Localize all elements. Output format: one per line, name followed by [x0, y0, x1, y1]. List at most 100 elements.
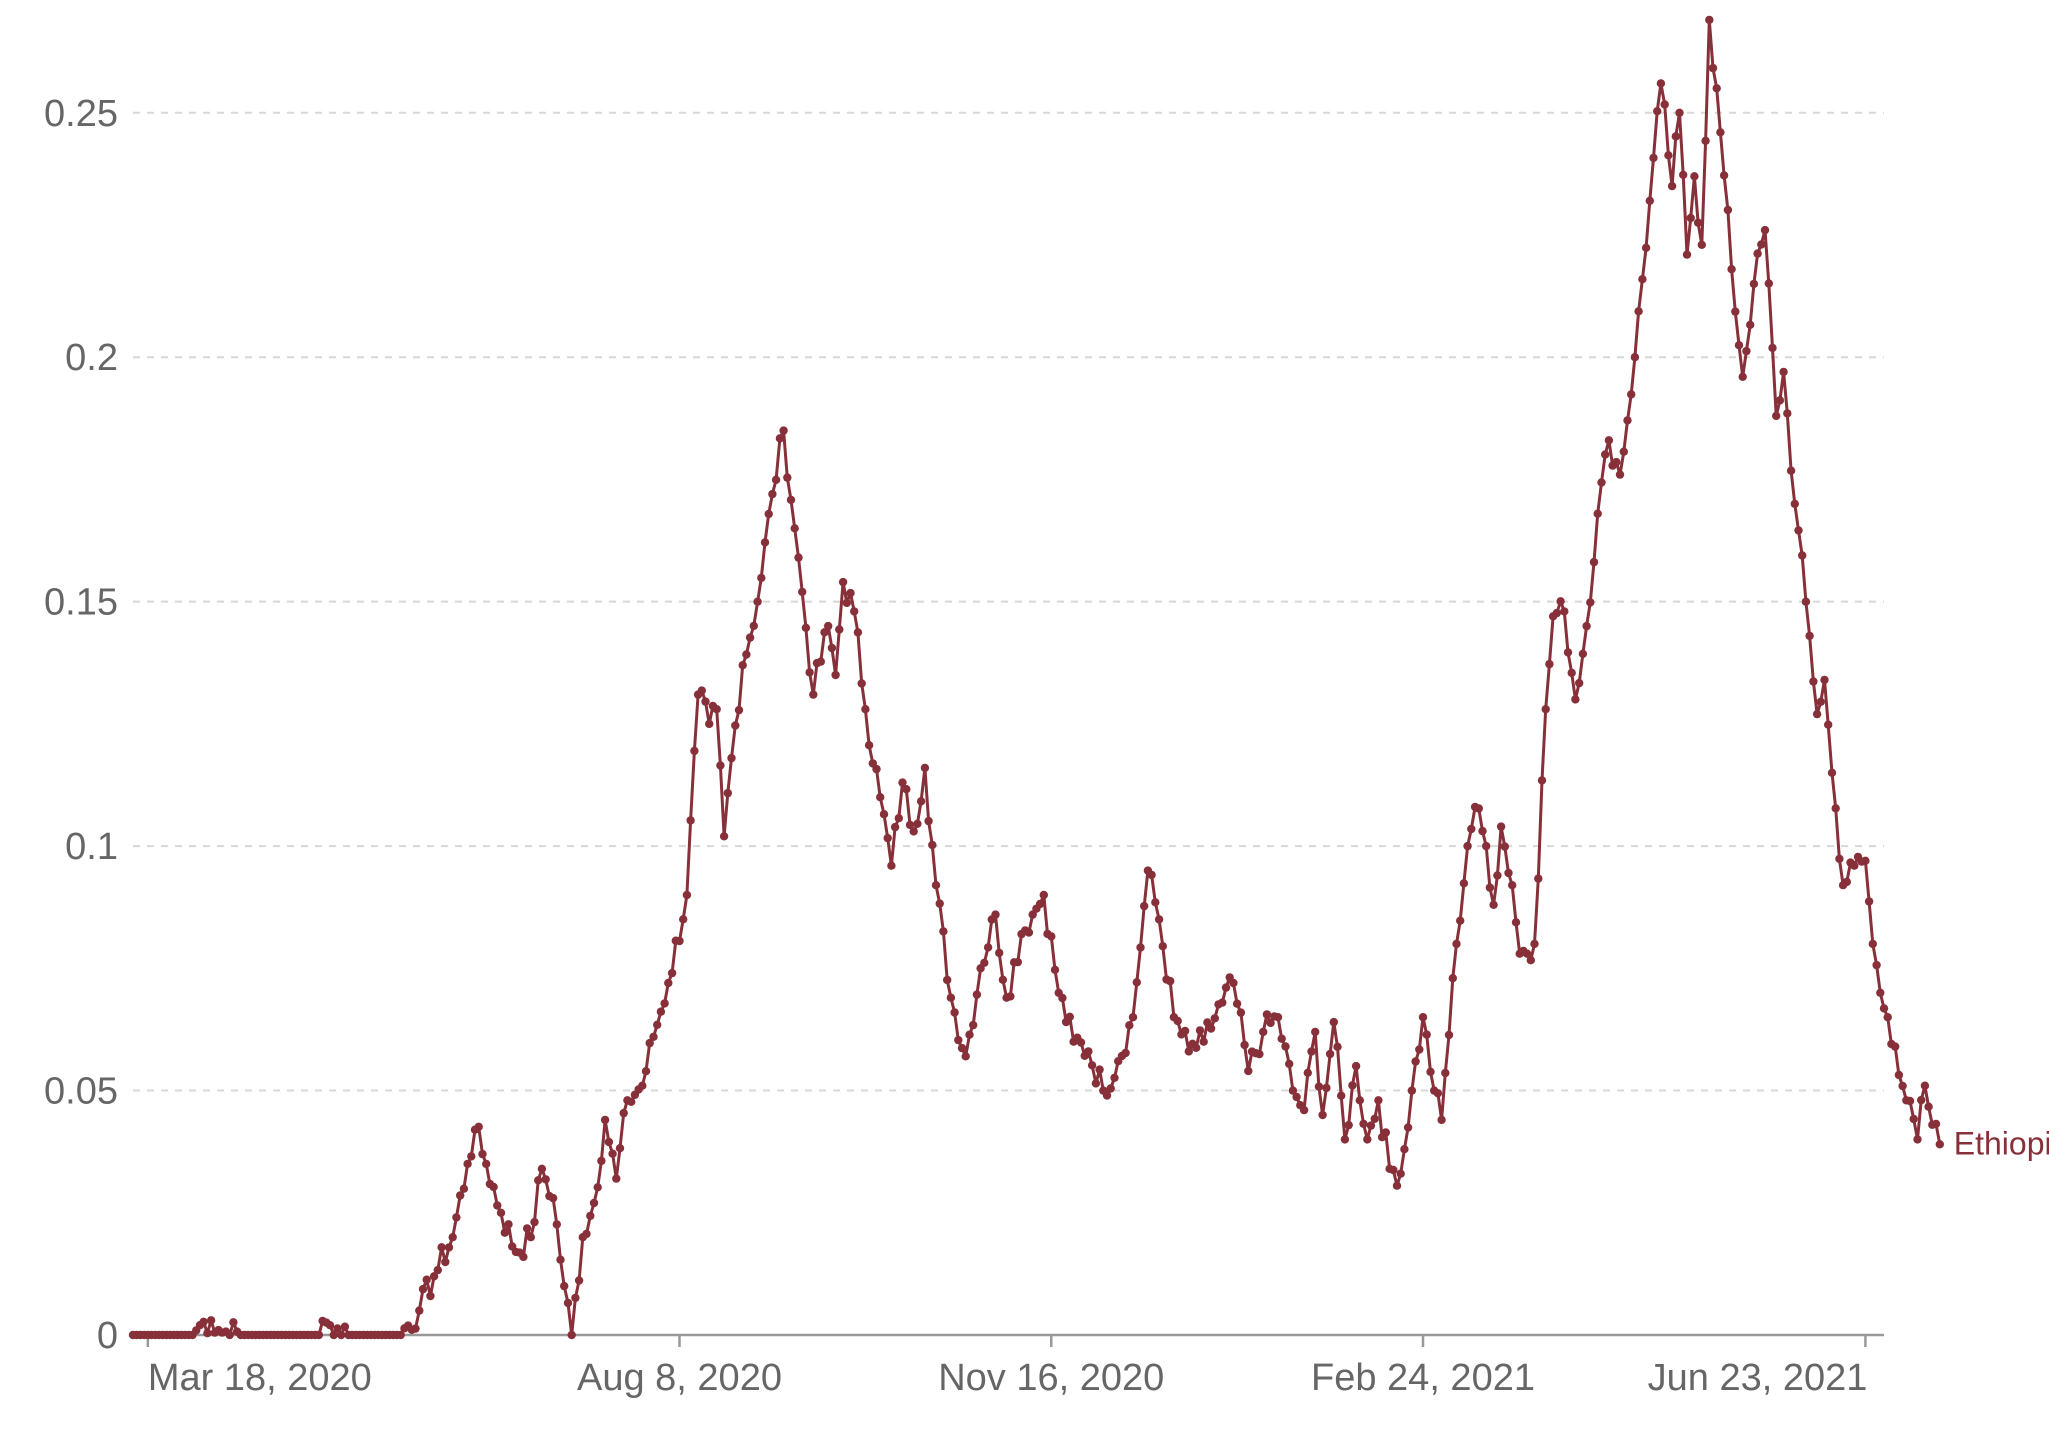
data-point [675, 936, 684, 946]
data-point [1303, 1068, 1313, 1078]
data-point [429, 1272, 439, 1281]
data-point [831, 670, 840, 680]
data-point [1292, 1092, 1301, 1102]
data-point [1679, 170, 1688, 179]
data-point [1437, 1115, 1446, 1125]
data-point [1110, 1073, 1119, 1083]
data-point [861, 705, 870, 714]
data-point [1749, 279, 1759, 289]
data-point [1905, 1096, 1915, 1106]
data-point [1218, 998, 1227, 1007]
data-point [641, 1067, 651, 1076]
data-point [1277, 1034, 1286, 1043]
data-point [1244, 1066, 1253, 1076]
data-point [500, 1228, 509, 1237]
data-point [1660, 100, 1669, 109]
data-point [805, 668, 814, 677]
y-axis-ticks: 0 0.05 0.1 0.15 0.2 0.25 [44, 93, 118, 1357]
data-point [467, 1152, 476, 1161]
data-point [1812, 709, 1822, 719]
data-point [1827, 768, 1837, 777]
data-point [1236, 1008, 1246, 1017]
data-point [980, 958, 989, 967]
data-point [1232, 999, 1242, 1008]
data-point [615, 1144, 625, 1153]
data-point [820, 628, 829, 637]
y-tick-label: 0.05 [44, 1071, 118, 1113]
data-point [857, 679, 866, 688]
data-point [1708, 63, 1718, 73]
data-point [731, 721, 740, 730]
data-point [645, 1038, 654, 1048]
data-point [853, 628, 863, 637]
data-point [1850, 861, 1859, 870]
data-point [664, 978, 673, 988]
data-point [1192, 1043, 1201, 1053]
data-point [1106, 1084, 1115, 1093]
data-point [801, 623, 811, 632]
data-point [541, 1175, 550, 1184]
data-point [1734, 341, 1744, 350]
data-point [1597, 478, 1606, 487]
data-point [1913, 1135, 1922, 1144]
data-point [329, 1330, 338, 1340]
data-point [760, 538, 770, 547]
data-point [1426, 1067, 1435, 1077]
data-point [991, 910, 1000, 919]
data-point [1682, 250, 1692, 259]
data-point [1351, 1061, 1361, 1071]
data-point [1102, 1091, 1112, 1100]
data-point [567, 1330, 576, 1340]
data-point [437, 1243, 446, 1252]
data-point [1229, 978, 1238, 988]
data-point [493, 1201, 502, 1210]
data-point [697, 686, 706, 695]
data-point [850, 607, 859, 616]
data-point [1500, 842, 1510, 851]
data-point [1530, 939, 1539, 949]
data-point [1798, 551, 1807, 560]
data-point [723, 788, 732, 798]
data-point [206, 1316, 216, 1325]
data-point [719, 832, 729, 841]
data-point [1407, 1086, 1417, 1095]
data-point [1050, 965, 1060, 974]
x-axis-ticks: Mar 18, 2020 Aug 8, 2020 Nov 16, 2020 Feb 2… [146, 1335, 1867, 1399]
data-point [827, 643, 837, 653]
data-point [757, 573, 766, 583]
data-point [1496, 822, 1506, 831]
data-point [1779, 367, 1788, 377]
data-point [396, 1330, 405, 1340]
data-point [478, 1149, 487, 1159]
data-point [1132, 978, 1142, 987]
data-point [1325, 1049, 1335, 1059]
data-point [1842, 877, 1852, 887]
data-point [333, 1324, 342, 1333]
data-point [1389, 1165, 1398, 1175]
data-point [1485, 883, 1495, 892]
data-point [1091, 1079, 1101, 1088]
data-point [1891, 1042, 1900, 1051]
data-point [1589, 557, 1599, 567]
data-point [1764, 279, 1774, 288]
data-point [902, 785, 911, 794]
data-point [433, 1265, 442, 1275]
data-point [1348, 1081, 1357, 1090]
data-point [1039, 890, 1049, 900]
data-point [1154, 915, 1164, 924]
data-point [790, 524, 799, 533]
data-point [1035, 899, 1045, 909]
data-point [1444, 1030, 1454, 1040]
data-point [764, 509, 773, 519]
data-point [775, 434, 785, 443]
data-point [894, 814, 903, 823]
data-point [571, 1293, 580, 1303]
data-point [325, 1321, 335, 1330]
data-point [1344, 1120, 1353, 1130]
data-point [1448, 974, 1458, 983]
data-point [1805, 631, 1814, 641]
data-point [928, 840, 937, 850]
data-point [1140, 901, 1149, 911]
